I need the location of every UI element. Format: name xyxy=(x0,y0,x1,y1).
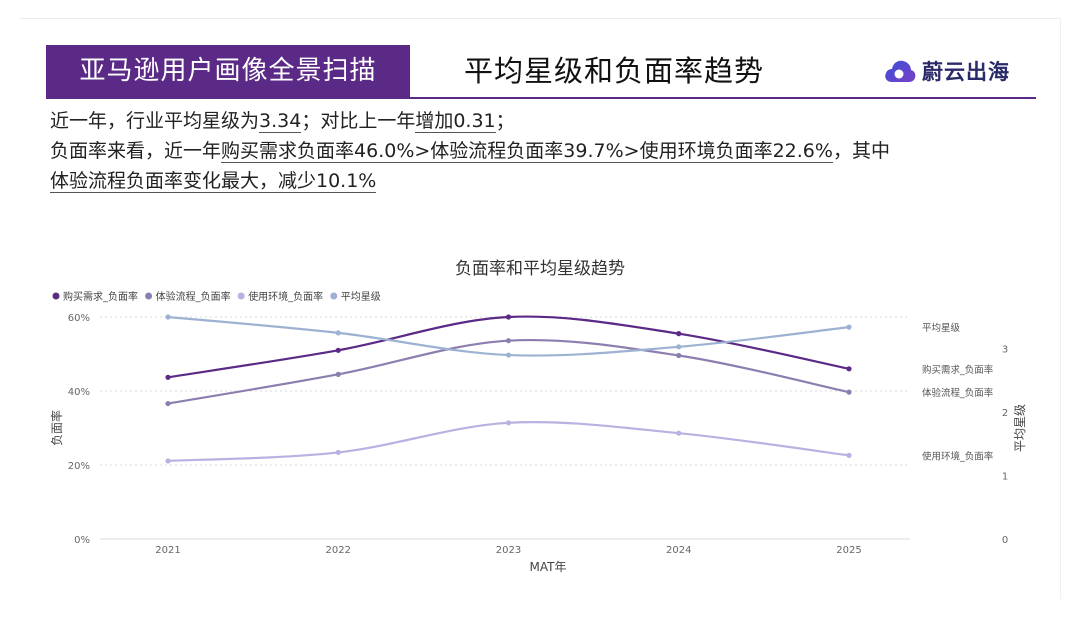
y-tick-label-3: 60% xyxy=(68,313,90,324)
series-line-3 xyxy=(168,317,849,356)
slide-title: 平均星级和负面率趋势 xyxy=(464,45,764,97)
summary-line-1: 近一年，行业平均星级为3.34；对比上一年增加0.31； xyxy=(50,106,1040,136)
y2-tick-label-2: 2 xyxy=(1002,408,1008,419)
y-tick-label-0: 0% xyxy=(74,535,90,546)
data-point-2-2 xyxy=(506,420,511,425)
y2-axis-label: 平均星级 xyxy=(1013,404,1027,452)
highlight-biggest-change: 体验流程负面率变化最大，减少10.1% xyxy=(50,170,376,193)
y-tick-label-1: 20% xyxy=(68,461,90,472)
data-point-2-4 xyxy=(846,453,851,458)
data-point-1-4 xyxy=(846,390,851,395)
x-tick-label-1: 2022 xyxy=(326,545,351,556)
y2-tick-label-3: 3 xyxy=(1002,345,1008,356)
series-line-1 xyxy=(168,340,849,404)
chart-area: 负面率和平均星级趋势 购买需求_负面率 体验流程_负面率 使用环境_负面率 平均星级 0%… xyxy=(0,240,1080,624)
summary-line-2: 负面率来看，近一年购买需求负面率46.0%>体验流程负面率39.7%>使用环境负… xyxy=(50,136,1040,166)
legend-label-0: 购买需求_负面率 xyxy=(63,290,138,303)
legend-marker-3 xyxy=(330,293,337,300)
y-tick-label-2: 40% xyxy=(68,387,90,398)
highlight-negative-rates: 购买需求负面率46.0%>体验流程负面率39.7%>使用环境负面率22.6% xyxy=(221,140,833,163)
series-end-label-3: 平均星级 xyxy=(922,322,961,334)
data-point-3-0 xyxy=(165,314,170,319)
data-point-1-1 xyxy=(336,372,341,377)
data-point-1-3 xyxy=(676,353,681,358)
legend-marker-2 xyxy=(238,293,245,300)
legend-label-3: 平均星级 xyxy=(341,291,381,303)
data-point-3-3 xyxy=(676,344,681,349)
data-point-3-2 xyxy=(506,352,511,357)
highlight-rating-change: 增加0.31 xyxy=(415,110,495,133)
chart-title: 负面率和平均星级趋势 xyxy=(455,259,625,279)
data-point-0-1 xyxy=(336,348,341,353)
legend-marker-0 xyxy=(53,293,60,300)
x-axis-label: MAT年 xyxy=(530,560,567,574)
y-axis-label: 负面率 xyxy=(49,410,64,446)
data-point-2-1 xyxy=(336,450,341,455)
y2-tick-label-1: 1 xyxy=(1002,472,1008,483)
y2-tick-label-0: 0 xyxy=(1002,535,1008,546)
summary-line-3: 体验流程负面率变化最大，减少10.1% xyxy=(50,166,1040,196)
x-tick-label-2: 2023 xyxy=(496,545,521,556)
summary-text-part: 近一年，行业平均星级为 xyxy=(50,110,259,132)
highlight-avg-rating: 3.34 xyxy=(259,110,301,133)
data-point-0-2 xyxy=(506,314,511,319)
summary-text: 近一年，行业平均星级为3.34；对比上一年增加0.31； 负面率来看，近一年购买… xyxy=(50,106,1040,196)
series-end-label-2: 使用环境_负面率 xyxy=(922,450,994,462)
data-point-2-0 xyxy=(165,458,170,463)
summary-text-part: ； xyxy=(496,110,515,132)
brand-name: 蔚云出海 xyxy=(922,56,1010,86)
data-point-2-3 xyxy=(676,431,681,436)
legend-label-2: 使用环境_负面率 xyxy=(248,290,323,303)
summary-text-part: 负面率来看，近一年 xyxy=(50,140,221,162)
series-line-2 xyxy=(168,422,849,461)
data-point-1-2 xyxy=(506,338,511,343)
data-point-0-0 xyxy=(165,375,170,380)
data-point-3-4 xyxy=(846,325,851,330)
header-bar: 亚马逊用户画像全景扫描 平均星级和负面率趋势 蔚云出海 xyxy=(46,45,1036,97)
header-divider xyxy=(46,97,1036,99)
x-tick-label-4: 2025 xyxy=(836,545,861,556)
data-point-0-3 xyxy=(676,331,681,336)
summary-text-part: ，其中 xyxy=(833,140,890,162)
x-tick-label-0: 2021 xyxy=(155,545,180,556)
brand-logo: 蔚云出海 xyxy=(884,53,1010,89)
summary-text-part: ；对比上一年 xyxy=(301,110,415,132)
legend-label-1: 体验流程_负面率 xyxy=(156,290,231,303)
x-tick-label-3: 2024 xyxy=(666,545,691,556)
series-end-label-0: 购买需求_负面率 xyxy=(922,364,994,376)
section-tag: 亚马逊用户画像全景扫描 xyxy=(46,45,410,97)
data-point-0-4 xyxy=(846,366,851,371)
data-point-3-1 xyxy=(336,330,341,335)
legend-marker-1 xyxy=(145,293,152,300)
cloud-logo-icon xyxy=(884,58,916,84)
series-end-label-1: 体验流程_负面率 xyxy=(922,387,994,399)
data-point-1-0 xyxy=(165,401,170,406)
